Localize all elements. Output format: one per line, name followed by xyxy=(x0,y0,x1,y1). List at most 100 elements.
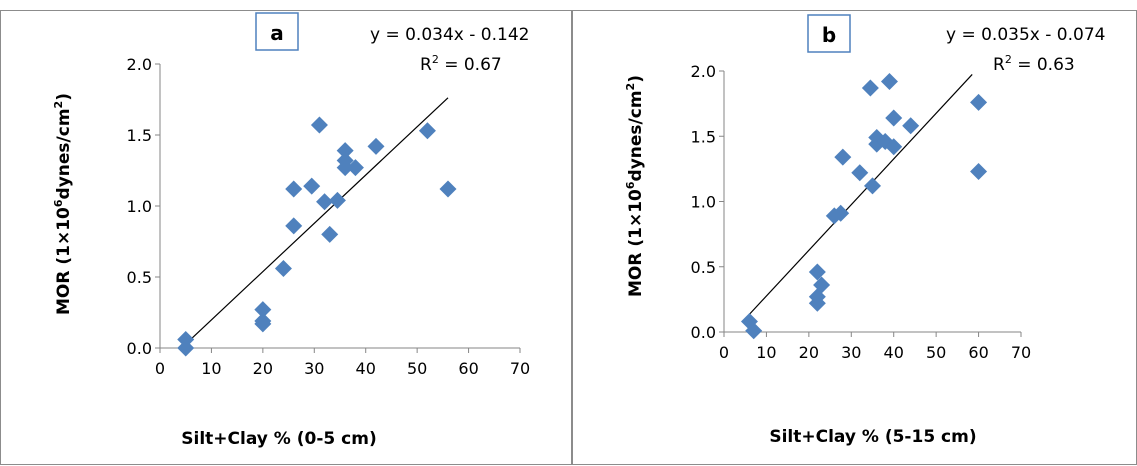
y-axis-title-part1-a: MOR (1×10 xyxy=(54,207,74,315)
data-point-a xyxy=(177,339,195,357)
r-squared-b: R2 = 0.63 xyxy=(993,53,1075,75)
data-point-a xyxy=(367,137,385,155)
data-point-b xyxy=(808,263,826,281)
markers-a xyxy=(177,116,457,357)
data-point-b xyxy=(970,93,988,111)
y-tick-label-a: 2.0 xyxy=(127,55,152,74)
data-point-b xyxy=(832,204,850,222)
data-point-b xyxy=(864,177,881,195)
r-squared-value-a: = 0.67 xyxy=(439,55,502,75)
y-axis-title-part2-b: dynes/cm xyxy=(626,90,646,181)
x-tick-label-a: 0 xyxy=(155,359,165,378)
x-tick-label-a: 20 xyxy=(253,359,273,378)
data-point-a xyxy=(346,159,364,177)
y-tick-label-a: 1.5 xyxy=(127,126,152,145)
y-axis-title-sup1-b: 6 xyxy=(624,181,637,189)
data-point-a xyxy=(316,193,334,211)
y-tick-label-a: 0.0 xyxy=(127,339,152,358)
data-point-b xyxy=(902,117,920,135)
data-point-a xyxy=(254,315,272,333)
chart-panel-a: 0.0 0.5 1.0 1.5 2.0 0 10 20 30 40 50 60 70 a y = 0.0… xyxy=(0,10,572,465)
panel-label-a: a xyxy=(270,21,284,45)
data-point-b xyxy=(813,276,831,294)
x-tick-label-a: 10 xyxy=(201,359,221,378)
panel-label-box-b xyxy=(807,14,851,53)
y-tick-label-a: 1.0 xyxy=(127,197,152,216)
y-tick-label-b: 0.5 xyxy=(691,258,716,277)
y-axis-title-sup2-a: 2 xyxy=(52,101,65,109)
data-point-b xyxy=(885,138,903,156)
x-tick-label-b: 40 xyxy=(884,343,904,362)
data-point-a xyxy=(336,142,354,160)
x-tick-label-b: 70 xyxy=(1011,343,1031,362)
y-axis-title-b: MOR (1×106dynes/cm2) xyxy=(624,75,646,297)
y-axis-title-sup1-a: 6 xyxy=(52,199,65,207)
data-point-a xyxy=(177,330,195,348)
panel-label-box-a xyxy=(255,12,299,51)
r-squared-exponent-a: 2 xyxy=(432,53,439,66)
ticks-b: 0.0 0.5 1.0 1.5 2.0 0 10 20 30 40 50 60 70 xyxy=(691,62,1032,362)
data-point-a xyxy=(321,225,339,243)
y-tick-label-b: 0.0 xyxy=(691,323,716,342)
x-tick-label-a: 60 xyxy=(458,359,478,378)
data-point-b xyxy=(740,313,758,331)
data-point-b xyxy=(885,109,903,127)
data-point-b xyxy=(825,207,843,225)
y-tick-label-b: 2.0 xyxy=(691,62,716,81)
trend-equation-a: y = 0.034x - 0.142 xyxy=(370,25,529,45)
trendline-a xyxy=(185,97,449,345)
x-axis-title-a: Silt+Clay % (0-5 cm) xyxy=(181,429,376,449)
markers-b xyxy=(740,72,988,340)
x-tick-label-b: 10 xyxy=(756,343,776,362)
y-tick-label-a: 0.5 xyxy=(127,268,152,287)
data-point-a xyxy=(336,159,354,177)
data-point-b xyxy=(970,162,988,180)
data-point-a xyxy=(285,217,303,235)
y-axis-title-part3-b: ) xyxy=(626,75,646,83)
x-tick-label-a: 30 xyxy=(304,359,324,378)
data-point-a xyxy=(418,122,436,140)
x-axis-title-b: Silt+Clay % (5-15 cm) xyxy=(769,427,976,447)
y-axis-title-part3-a: ) xyxy=(54,93,74,101)
x-tick-label-b: 30 xyxy=(841,343,861,362)
data-point-a xyxy=(328,191,346,209)
data-point-b xyxy=(880,72,898,90)
scatter-chart-b: 0.0 0.5 1.0 1.5 2.0 0 10 20 30 40 50 60 70 b y = 0.0… xyxy=(624,14,1105,447)
y-axis-title-part2-a: dynes/cm xyxy=(54,108,74,199)
chart-panel-b: 0.0 0.5 1.0 1.5 2.0 0 10 20 30 40 50 60 70 b y = 0.0… xyxy=(572,10,1137,465)
ticks-a: 0.0 0.5 1.0 1.5 2.0 0 10 20 30 40 50 60 70 xyxy=(127,55,531,378)
panel-label-b: b xyxy=(822,23,836,47)
x-tick-label-b: 50 xyxy=(926,343,946,362)
data-point-b xyxy=(851,164,869,182)
x-tick-label-b: 0 xyxy=(719,343,729,362)
data-point-a xyxy=(274,259,292,277)
data-point-b xyxy=(861,79,879,97)
data-point-a xyxy=(254,301,272,319)
y-tick-label-b: 1.5 xyxy=(691,127,716,146)
y-axis-title-sup2-b: 2 xyxy=(624,83,637,91)
trendline-b xyxy=(749,74,973,315)
data-point-b xyxy=(745,322,763,340)
trendline-b-line xyxy=(749,74,973,315)
y-axis-title-part1-b: MOR (1×10 xyxy=(626,189,646,297)
r-squared-symbol-b: R xyxy=(993,55,1005,75)
x-tick-label-a: 50 xyxy=(407,359,427,378)
data-point-b xyxy=(834,148,852,166)
scatter-chart-a: 0.0 0.5 1.0 1.5 2.0 0 10 20 30 40 50 60 70 a y = 0.0… xyxy=(52,12,531,449)
data-point-a xyxy=(439,180,457,198)
y-axis-title-a: MOR (1×106dynes/cm2) xyxy=(52,93,74,315)
data-point-a xyxy=(285,180,303,198)
x-tick-label-b: 60 xyxy=(968,343,988,362)
y-tick-label-b: 1.0 xyxy=(691,193,716,212)
x-tick-label-b: 20 xyxy=(799,343,819,362)
x-tick-label-a: 40 xyxy=(356,359,376,378)
x-tick-label-a: 70 xyxy=(510,359,530,378)
data-point-b xyxy=(808,294,826,312)
trend-equation-b: y = 0.035x - 0.074 xyxy=(946,25,1105,45)
r-squared-value-b: = 0.63 xyxy=(1012,55,1075,75)
r-squared-a: R2 = 0.67 xyxy=(420,53,502,75)
r-squared-exponent-b: 2 xyxy=(1005,53,1012,66)
data-point-a xyxy=(303,177,321,195)
data-point-a xyxy=(310,116,328,134)
trendline-a-line xyxy=(185,97,449,345)
